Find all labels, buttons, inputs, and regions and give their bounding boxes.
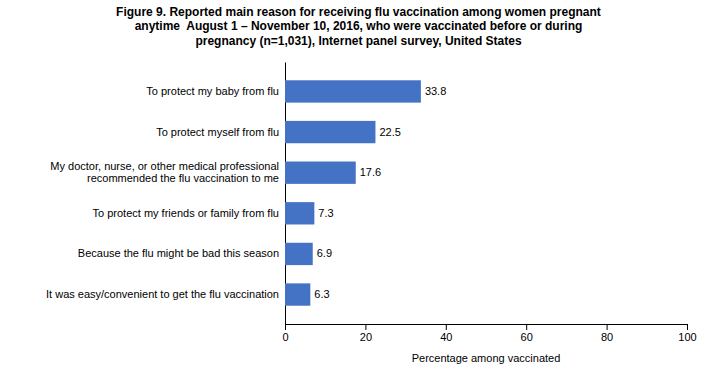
bar — [285, 202, 314, 224]
bar — [285, 121, 375, 143]
x-tick-label: 20 — [360, 331, 372, 343]
bar — [285, 80, 421, 102]
x-tick: 40 — [440, 324, 452, 343]
y-tick-label-line: To protect my friends or family from flu — [93, 207, 279, 219]
y-tick: Because the flu might be bad this season — [78, 247, 279, 259]
bar — [285, 243, 313, 265]
bars — [285, 80, 421, 305]
x-tick-label: 100 — [678, 331, 696, 343]
x-tick-label: 0 — [282, 331, 288, 343]
bar — [285, 283, 310, 305]
x-axis-line — [286, 325, 688, 331]
x-axis: 0 20 40 60 80 100 — [282, 324, 696, 343]
bar — [285, 162, 356, 184]
y-tick: My doctor, nurse, or other medical profe… — [50, 160, 279, 184]
x-axis-title: Percentage among vaccinated — [412, 352, 561, 364]
data-label: 17.6 — [360, 166, 381, 178]
y-tick-label: To protect myself from flu — [156, 126, 279, 138]
y-tick-label: My doctor, nurse, or other medical profe… — [50, 160, 279, 184]
y-tick-label-line: Because the flu might be bad this season — [78, 247, 279, 259]
y-tick-label-line: It was easy/convenient to get the flu va… — [46, 288, 279, 300]
y-tick: To protect my friends or family from flu — [93, 207, 279, 219]
x-tick: 20 — [360, 324, 372, 343]
y-tick-label: Because the flu might be bad this season — [78, 247, 279, 259]
y-tick-label-line: recommended the flu vaccination to me — [87, 172, 279, 184]
y-tick: To protect my baby from flu — [146, 85, 279, 97]
y-tick-label-line: To protect myself from flu — [156, 126, 279, 138]
y-tick-label-line: To protect my baby from flu — [146, 85, 279, 97]
data-label: 22.5 — [379, 126, 400, 138]
y-tick-label: It was easy/convenient to get the flu va… — [46, 288, 279, 300]
x-tick-label: 80 — [601, 331, 613, 343]
title: Figure 9. Reported main reason for recei… — [116, 5, 601, 48]
data-labels: 6.3 6.9 7.3 17.6 22.5 33.8 — [314, 85, 446, 300]
y-tick-label-line: My doctor, nurse, or other medical profe… — [50, 160, 279, 172]
y-axis: It was easy/convenient to get the flu va… — [46, 63, 285, 325]
x-tick: 0 — [282, 324, 288, 343]
y-tick-label: To protect my friends or family from flu — [93, 207, 279, 219]
title-line: anytime August 1 – November 10, 2016, wh… — [135, 19, 583, 33]
x-tick: 100 — [678, 324, 696, 343]
data-label: 6.9 — [317, 247, 332, 259]
x-tick-label: 40 — [440, 331, 452, 343]
x-tick: 60 — [521, 324, 533, 343]
title-line: pregnancy (n=1,031), Internet panel surv… — [195, 34, 522, 48]
y-tick-label: To protect my baby from flu — [146, 85, 279, 97]
data-label: 6.3 — [314, 288, 329, 300]
x-tick-mark — [446, 324, 447, 330]
data-label: 33.8 — [425, 85, 446, 97]
x-tick-mark — [285, 324, 286, 330]
x-tick-mark — [607, 324, 608, 330]
y-tick: It was easy/convenient to get the flu va… — [46, 288, 279, 300]
x-tick: 80 — [601, 324, 613, 343]
y-tick: To protect myself from flu — [156, 126, 279, 138]
title-line: Figure 9. Reported main reason for recei… — [116, 5, 601, 19]
chart: Figure 9. Reported main reason for recei… — [0, 0, 717, 370]
x-tick-mark — [365, 324, 366, 330]
x-tick-mark — [687, 324, 688, 330]
plot: 0 20 40 60 80 100 It was easy/convenient to ge… — [46, 63, 697, 343]
x-tick-label: 60 — [521, 331, 533, 343]
data-label: 7.3 — [318, 207, 333, 219]
x-tick-mark — [526, 324, 527, 330]
